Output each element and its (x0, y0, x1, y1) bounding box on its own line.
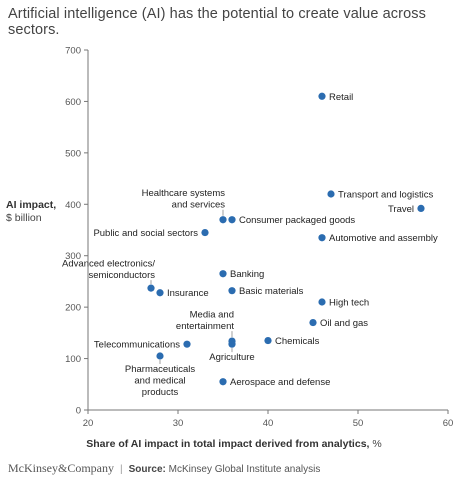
point-label: Media and (190, 310, 234, 321)
point-label: semiconductors (88, 270, 155, 281)
data-point (318, 92, 326, 100)
point-labels: Retail Transport and logistics Travel Healt… (62, 92, 438, 398)
data-point (417, 204, 425, 212)
point-label: Consumer packaged goods (239, 215, 355, 226)
chart-ticks: 0 100 200 300 400 500 600 700 20 30 40 50 60 (65, 46, 453, 430)
point-label: Oil and gas (320, 318, 368, 329)
chart-title: Artificial intelligence (AI) has the pot… (8, 6, 426, 38)
y-axis-label-unit: $ billion (6, 212, 42, 224)
data-points (147, 92, 425, 386)
point-label: Agriculture (209, 352, 254, 363)
x-tick-label: 50 (353, 418, 364, 429)
data-point (156, 289, 164, 297)
point-label: Basic materials (239, 286, 304, 297)
x-tick-label: 20 (83, 418, 94, 429)
data-point (201, 228, 209, 237)
y-tick-label: 300 (65, 251, 81, 262)
point-label: Automotive and assembly (329, 233, 438, 244)
footer-separator: | (120, 464, 123, 475)
x-tick-label: 60 (443, 418, 454, 429)
point-label: entertainment (176, 321, 234, 332)
data-point (219, 216, 227, 224)
point-label: Travel (388, 204, 414, 215)
y-axis-label: AI impact, $ billion (6, 199, 56, 225)
footer: McKinsey&Company | Source: McKinsey Global… (8, 461, 320, 476)
y-tick-label: 700 (65, 46, 81, 57)
point-label: Chemicals (275, 336, 320, 347)
point-label: Telecommunications (94, 340, 180, 351)
data-point (318, 234, 326, 242)
source-text: McKinsey Global Institute analysis (168, 464, 321, 475)
point-label: and medical (134, 376, 185, 387)
x-tick-label: 30 (173, 418, 184, 429)
data-point (228, 340, 236, 348)
point-label: Pharmaceuticals (125, 364, 195, 375)
y-tick-label: 500 (65, 148, 81, 159)
point-label: High tech (329, 298, 369, 309)
source-label: Source: (128, 464, 166, 475)
x-axis-label-main: Share of AI impact in total impact deriv… (86, 438, 370, 450)
brand-logo: McKinsey&Company (8, 461, 114, 475)
point-label: Healthcare systems (142, 188, 226, 199)
point-label: Transport and logistics (338, 190, 433, 201)
data-point (309, 318, 317, 327)
data-point (183, 340, 191, 348)
point-label: Advanced electronics/ (62, 259, 155, 270)
x-axis-label: Share of AI impact in total impact deriv… (0, 438, 468, 450)
data-point (228, 287, 236, 295)
y-tick-label: 200 (65, 303, 81, 314)
point-label: and services (172, 200, 226, 211)
data-point (156, 352, 164, 360)
data-point (318, 298, 326, 306)
point-label: Banking (230, 269, 264, 280)
leader-lines (150, 209, 233, 364)
data-point (327, 190, 335, 198)
y-axis-label-main: AI impact, (6, 199, 57, 211)
data-point (264, 336, 272, 345)
data-point (228, 216, 236, 224)
x-axis-label-unit: % (372, 438, 382, 450)
point-label: products (142, 387, 179, 398)
point-label: Retail (329, 92, 353, 103)
y-tick-label: 400 (65, 200, 81, 211)
point-label: Aerospace and defense (230, 377, 330, 388)
data-point (219, 378, 227, 386)
data-point (219, 270, 227, 278)
y-tick-label: 100 (65, 354, 81, 365)
point-label: Public and social sectors (93, 228, 198, 239)
y-tick-label: 600 (65, 97, 81, 108)
data-point (147, 284, 155, 292)
point-label: Insurance (167, 288, 209, 299)
y-tick-label: 0 (76, 406, 81, 417)
x-tick-label: 40 (263, 418, 274, 429)
